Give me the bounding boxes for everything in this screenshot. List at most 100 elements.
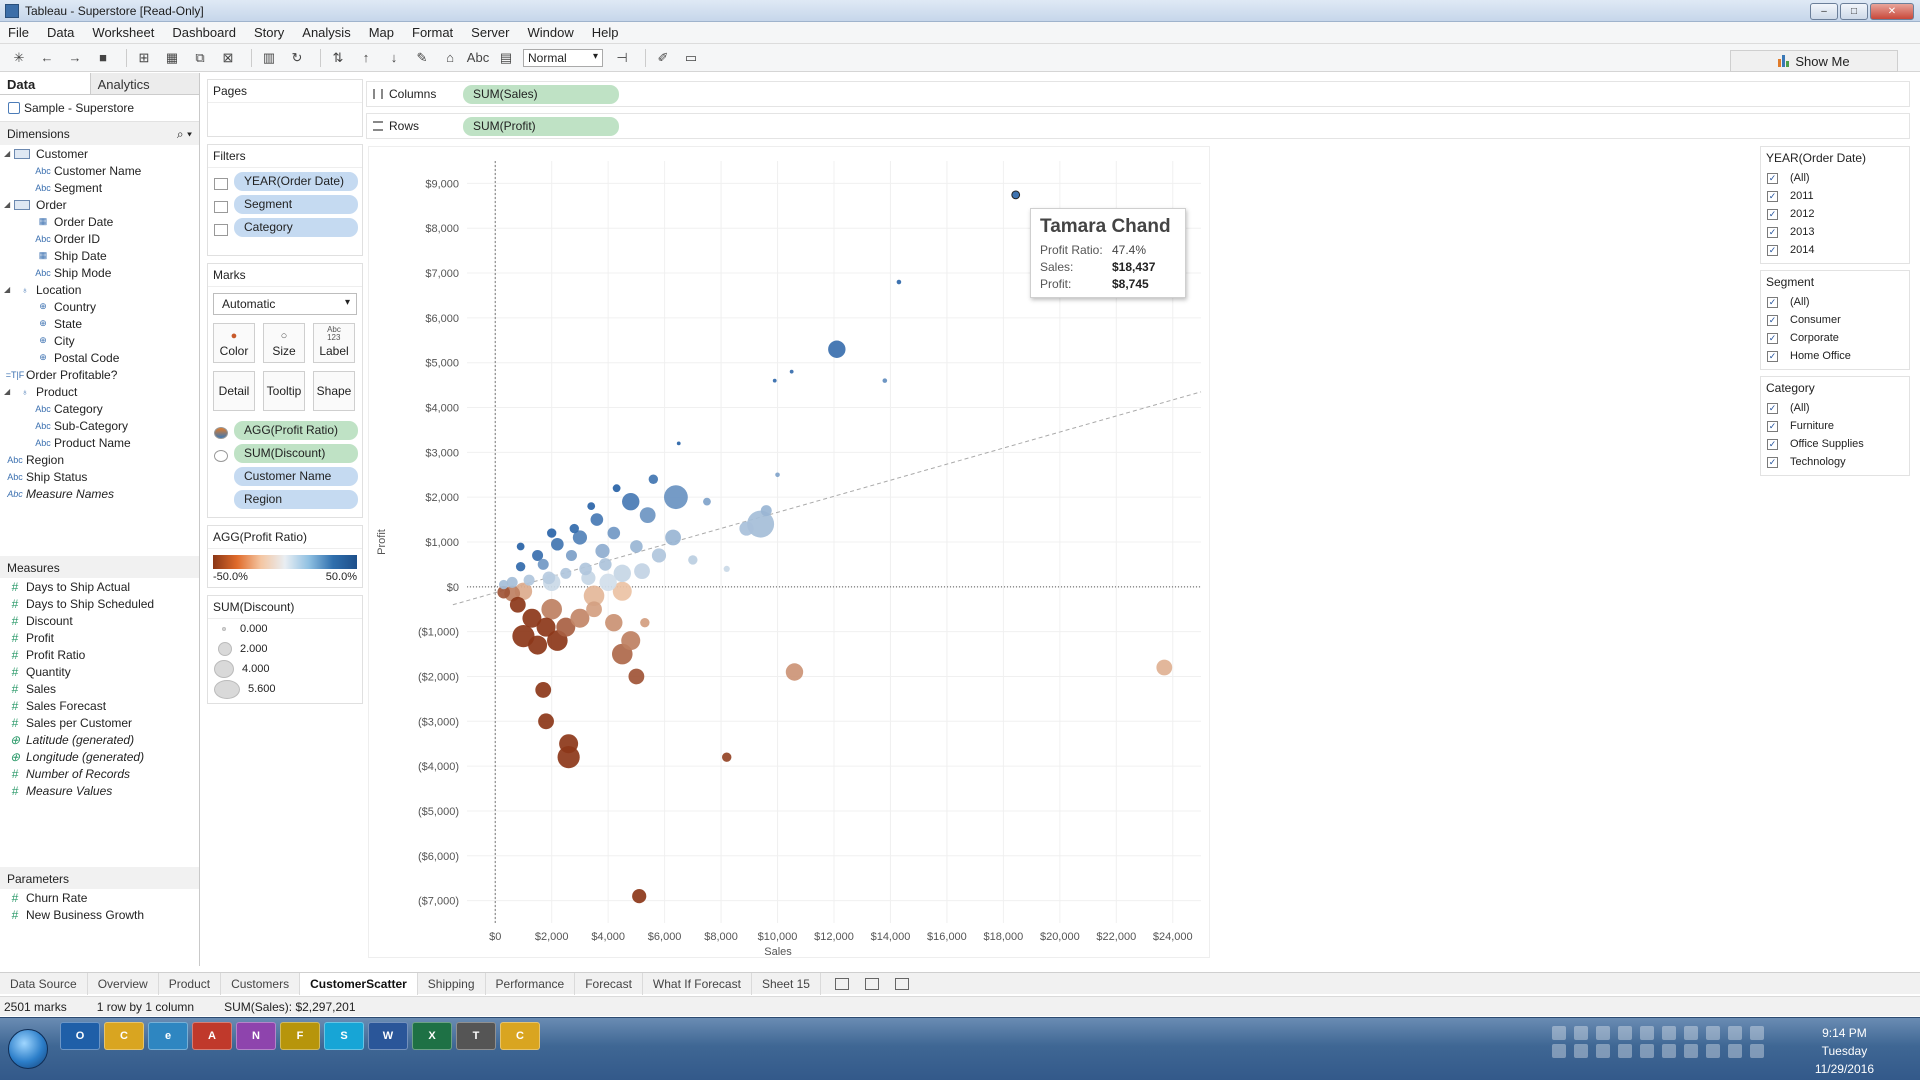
data-point[interactable]	[532, 549, 544, 561]
mark-type-dropdown[interactable]: Automatic	[213, 293, 357, 315]
data-point[interactable]	[559, 734, 579, 754]
filter-option[interactable]: ✓ Home Office	[1761, 347, 1909, 365]
dimension-customer[interactable]: ◢ Customer	[0, 145, 199, 162]
dimension-country[interactable]: ⊕ Country	[0, 298, 199, 315]
data-point[interactable]	[560, 567, 572, 579]
dimension-product[interactable]: ◢ ♁ Product	[0, 383, 199, 400]
sheet-tab-customers[interactable]: Customers	[221, 972, 301, 995]
checkbox-icon[interactable]: ✓	[1767, 456, 1778, 468]
expand-triangle-icon[interactable]: ◢	[4, 149, 11, 158]
data-point[interactable]	[551, 537, 564, 551]
data-point[interactable]	[537, 558, 549, 570]
filter-option[interactable]: ✓ (All)	[1761, 169, 1909, 187]
data-point[interactable]	[516, 542, 525, 551]
checkbox-icon[interactable]: ✓	[1767, 332, 1778, 344]
taskbar-app[interactable]: S	[324, 1022, 364, 1050]
menu-server[interactable]: Server	[471, 25, 510, 40]
data-point[interactable]	[499, 579, 509, 590]
data-point[interactable]	[542, 571, 556, 585]
dimension-ship-date[interactable]: ▦ Ship Date	[0, 247, 199, 264]
filter-pill-year[interactable]: YEAR(Order Date)	[234, 172, 358, 191]
undo-icon[interactable]: ←	[40, 50, 54, 65]
filter-option[interactable]: ✓ Office Supplies	[1761, 435, 1909, 453]
taskbar-app[interactable]: X	[412, 1022, 452, 1050]
data-point[interactable]	[595, 543, 610, 559]
new-worksheet-icon[interactable]: ▦	[165, 49, 179, 65]
dimension-segment[interactable]: Abc Segment	[0, 179, 199, 196]
duplicate-sheet-icon[interactable]: ⧉	[195, 49, 205, 65]
taskbar-app[interactable]: T	[456, 1022, 496, 1050]
tab-data[interactable]: Data	[0, 73, 90, 94]
detail-button[interactable]: Detail	[213, 371, 255, 411]
color-button[interactable]: ● Color	[213, 323, 255, 363]
checkbox-icon[interactable]: ✓	[1767, 350, 1778, 362]
data-point[interactable]	[599, 573, 617, 592]
data-point[interactable]	[630, 540, 643, 553]
taskbar-app[interactable]: F	[280, 1022, 320, 1050]
filter-option[interactable]: ✓ (All)	[1761, 293, 1909, 311]
data-point[interactable]	[665, 529, 681, 546]
sheet-tab-performance[interactable]: Performance	[486, 972, 576, 995]
measure-latitude-generated[interactable]: ⊕ Latitude (generated)	[0, 731, 199, 748]
data-point[interactable]	[747, 510, 775, 538]
data-point[interactable]	[612, 581, 632, 601]
data-point[interactable]	[522, 608, 542, 628]
data-point[interactable]	[760, 505, 772, 517]
data-point[interactable]	[590, 513, 604, 526]
show-me-button[interactable]: Show Me	[1730, 50, 1898, 72]
checkbox-icon[interactable]: ✓	[1767, 420, 1778, 432]
checkbox-icon[interactable]: ✓	[1767, 172, 1778, 184]
highlight-icon[interactable]: ✎	[416, 49, 428, 65]
show-labels-icon[interactable]: Abc	[466, 50, 490, 65]
parameter-new-business-growth[interactable]: # New Business Growth	[0, 906, 199, 923]
dimension-postal-code[interactable]: ⊕ Postal Code	[0, 349, 199, 366]
data-point[interactable]	[570, 608, 590, 628]
color-ramp[interactable]	[213, 555, 357, 569]
dimension-order-date[interactable]: ▦ Order Date	[0, 213, 199, 230]
data-point[interactable]	[651, 548, 667, 563]
measure-profit[interactable]: # Profit	[0, 629, 199, 646]
taskbar-app[interactable]: A	[192, 1022, 232, 1050]
close-button[interactable]: ✕	[1870, 3, 1914, 20]
dimension-sub-category[interactable]: Abc Sub-Category	[0, 417, 199, 434]
dimension-category[interactable]: Abc Category	[0, 400, 199, 417]
filter-option[interactable]: ✓ Consumer	[1761, 311, 1909, 329]
filter-option[interactable]: ✓ 2014	[1761, 241, 1909, 259]
data-point[interactable]	[565, 549, 577, 561]
checkbox-icon[interactable]: ✓	[1767, 208, 1778, 220]
presentation-icon[interactable]: ▭	[684, 49, 698, 65]
data-point[interactable]	[535, 682, 552, 698]
filter-option[interactable]: ✓ Furniture	[1761, 417, 1909, 435]
shape-button[interactable]: Shape	[313, 371, 355, 411]
mark-pill-customer-name[interactable]: Customer Name	[234, 467, 358, 486]
maximize-button[interactable]: □	[1840, 3, 1868, 20]
measure-discount[interactable]: # Discount	[0, 612, 199, 629]
minimize-button[interactable]: –	[1810, 3, 1838, 20]
scatter-chart[interactable]: $0 $2,000 $4,000 $6,000 $8,000 $10,000 $12,000…	[369, 147, 1211, 959]
columns-pill-sales[interactable]: SUM(Sales)	[463, 84, 619, 104]
data-point[interactable]	[583, 585, 605, 607]
data-point[interactable]	[515, 561, 526, 572]
data-point[interactable]	[828, 340, 846, 358]
tab-analytics[interactable]: Analytics	[89, 73, 199, 94]
measure-quantity[interactable]: # Quantity	[0, 663, 199, 680]
checkbox-icon[interactable]: ✓	[1767, 244, 1778, 256]
data-point[interactable]	[1156, 659, 1173, 676]
data-point[interactable]	[772, 378, 777, 383]
checkbox-icon[interactable]: ✓	[1767, 314, 1778, 326]
filter-pill-segment[interactable]: Segment	[234, 195, 358, 214]
dimension-city[interactable]: ⊕ City	[0, 332, 199, 349]
sheet-tab-product[interactable]: Product	[159, 972, 222, 995]
sheet-tab-overview[interactable]: Overview	[88, 972, 159, 995]
expand-triangle-icon[interactable]: ◢	[4, 285, 11, 294]
filter-option[interactable]: ✓ 2011	[1761, 187, 1909, 205]
menu-data[interactable]: Data	[46, 25, 75, 40]
filter-option[interactable]: ✓ Technology	[1761, 453, 1909, 471]
sheet-tab-customerscatter[interactable]: CustomerScatter	[300, 972, 418, 995]
data-point[interactable]	[1011, 190, 1021, 200]
measure-measure-values[interactable]: # Measure Values	[0, 782, 199, 799]
mark-pill-profit-ratio[interactable]: AGG(Profit Ratio)	[234, 421, 358, 440]
dimension-location[interactable]: ◢ ♁ Location	[0, 281, 199, 298]
tooltip-button[interactable]: Tooltip	[263, 371, 305, 411]
data-point[interactable]	[676, 441, 681, 446]
